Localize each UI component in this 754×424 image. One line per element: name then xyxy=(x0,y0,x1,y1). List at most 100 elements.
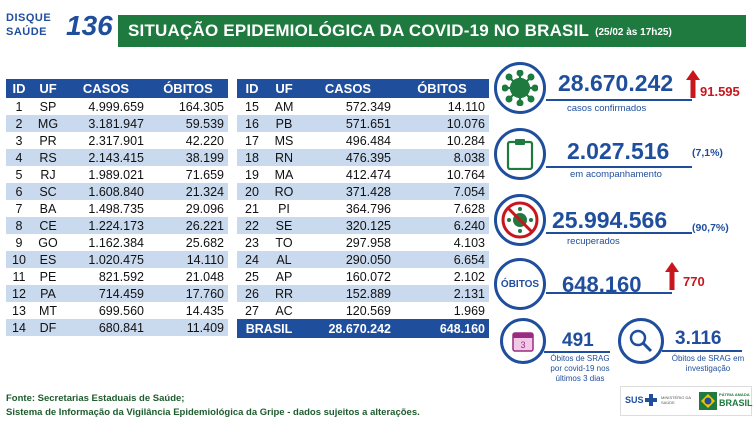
row-obitos: 14.435 xyxy=(185,303,224,318)
row-uf: DF xyxy=(32,319,64,336)
row-id: 14 xyxy=(6,319,32,336)
confirmed-new: 91.595 xyxy=(700,84,740,99)
source-line2: Sistema de Informação da Vigilância Epid… xyxy=(6,407,420,418)
row-id: 1 xyxy=(15,99,23,114)
row-casos: 2.317.901 xyxy=(88,133,144,148)
row-casos: 1.498.735 xyxy=(88,201,144,216)
table-row: 6 SC 1.608.840 21.324 xyxy=(6,183,228,200)
calendar-circle: 3 xyxy=(500,318,546,364)
logo-line1: DISQUE xyxy=(6,12,52,24)
recovered-label: recuperados xyxy=(567,236,620,247)
row-obitos: 10.284 xyxy=(446,133,485,148)
total-casos: 28.670.242 xyxy=(301,319,395,338)
row-uf: AM xyxy=(274,99,294,114)
row-obitos: 29.096 xyxy=(185,201,224,216)
row-uf: RN xyxy=(267,149,301,166)
row-id: 10 xyxy=(6,251,32,268)
row-obitos: 17.760 xyxy=(148,285,228,302)
row-uf: PA xyxy=(32,285,64,302)
up-arrow-icon xyxy=(665,262,679,290)
row-casos: 571.651 xyxy=(301,115,395,132)
table-row: 25 AP 160.072 2.102 xyxy=(237,268,489,285)
row-id: 25 xyxy=(245,269,259,284)
source-line1: Fonte: Secretarias Estaduais de Saúde; xyxy=(6,393,185,404)
col-header-uf: UF xyxy=(32,79,64,98)
row-casos: 120.569 xyxy=(345,303,391,318)
table-row: 3 PR 2.317.901 42.220 xyxy=(6,132,228,149)
table-row: 11 PE 821.592 21.048 xyxy=(6,268,228,285)
brasil-text: BRASIL xyxy=(719,398,753,408)
row-casos: 496.484 xyxy=(345,133,391,148)
table-row: 15 AM 572.349 14.110 xyxy=(237,98,489,115)
table-row: 9 GO 1.162.384 25.682 xyxy=(6,234,228,251)
row-casos: 476.395 xyxy=(301,149,395,166)
table-row: 22 SE 320.125 6.240 xyxy=(237,217,489,234)
total-label: BRASIL xyxy=(237,319,301,338)
monitoring-label: em acompanhamento xyxy=(570,169,662,180)
row-obitos: 21.324 xyxy=(148,183,228,200)
row-uf: MA xyxy=(274,167,294,182)
virus-circle xyxy=(494,62,546,114)
row-uf: RO xyxy=(267,183,301,200)
calendar-icon: 3 xyxy=(512,332,534,352)
recovered-value: 25.994.566 xyxy=(552,207,668,233)
row-obitos: 6.654 xyxy=(395,251,489,268)
row-id: 5 xyxy=(15,167,23,182)
page-title: SITUAÇÃO EPIDEMIOLÓGICA DA COVID-19 NO B… xyxy=(128,21,590,40)
row-casos: 290.050 xyxy=(301,251,395,268)
row-uf: PI xyxy=(278,201,290,216)
row-obitos: 7.628 xyxy=(453,201,485,216)
row-casos: 821.592 xyxy=(98,269,144,284)
row-obitos: 11.409 xyxy=(148,319,228,336)
row-id: 11 xyxy=(12,269,26,284)
row-uf: MG xyxy=(32,115,64,132)
row-id: 16 xyxy=(237,115,267,132)
ministry-logo: MINISTÉRIO DA SAÚDE xyxy=(661,395,691,405)
sus-logo: SUS xyxy=(625,395,644,405)
divider-line xyxy=(546,232,692,234)
row-uf: SE xyxy=(267,217,301,234)
row-casos: 1.608.840 xyxy=(64,183,148,200)
table-row: 21 PI 364.796 7.628 xyxy=(237,200,489,217)
row-casos: 152.889 xyxy=(301,285,395,302)
row-obitos: 71.659 xyxy=(185,167,224,182)
row-obitos: 38.199 xyxy=(148,149,228,166)
row-id: 13 xyxy=(12,303,26,318)
row-obitos: 26.221 xyxy=(148,217,228,234)
row-casos: 2.143.415 xyxy=(64,149,148,166)
srag-investigation-label: Óbitos de SRAG em investigação xyxy=(671,354,745,373)
col-header-id: ID xyxy=(237,79,267,98)
row-uf: AC xyxy=(275,303,293,318)
row-obitos: 42.220 xyxy=(185,133,224,148)
col-header-obitos: ÓBITOS xyxy=(395,79,489,98)
divider-line xyxy=(662,350,742,352)
table-row: 26 RR 152.889 2.131 xyxy=(237,285,489,302)
deaths-value: 648.160 xyxy=(562,272,642,297)
row-obitos: 164.305 xyxy=(178,99,224,114)
row-uf: RJ xyxy=(40,167,56,182)
disque-saude-logo: DISQUE SAÚDE 136 xyxy=(6,9,113,43)
divider-line xyxy=(546,166,692,168)
clipboard-icon xyxy=(506,139,534,170)
table-row: 5 RJ 1.989.021 71.659 xyxy=(6,166,228,183)
srag-investigation-value: 3.116 xyxy=(675,328,722,349)
row-obitos: 25.682 xyxy=(185,235,224,250)
row-uf: PE xyxy=(39,269,57,284)
row-casos: 680.841 xyxy=(64,319,148,336)
logo-line2: SAÚDE xyxy=(6,26,48,38)
monitoring-pct: (7,1%) xyxy=(692,147,723,159)
magnifier-circle xyxy=(618,318,664,364)
row-obitos: 1.969 xyxy=(453,303,485,318)
table-row: 8 CE 1.224.173 26.221 xyxy=(6,217,228,234)
table-row: 20 RO 371.428 7.054 xyxy=(237,183,489,200)
deaths-badge: ÓBITOS xyxy=(494,258,546,310)
table-row: 1 SP 4.999.659 164.305 xyxy=(6,98,228,115)
row-uf: RS xyxy=(32,149,64,166)
government-logos: SUS MINISTÉRIO DA SAÚDE PÁTRIA AMADA BRA… xyxy=(620,386,753,416)
row-id: 4 xyxy=(6,149,32,166)
row-uf: RR xyxy=(267,285,301,302)
row-id: 18 xyxy=(237,149,267,166)
row-id: 22 xyxy=(237,217,267,234)
row-casos: 160.072 xyxy=(345,269,391,284)
row-id: 9 xyxy=(15,235,23,250)
